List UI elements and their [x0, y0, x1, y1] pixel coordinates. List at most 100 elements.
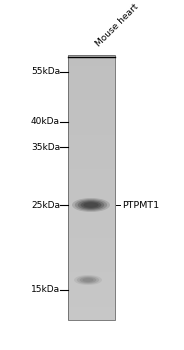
Bar — [68, 299, 115, 301]
Bar — [68, 90, 115, 92]
Bar — [68, 82, 115, 84]
Bar — [68, 294, 115, 296]
Bar — [68, 105, 115, 108]
Bar — [68, 193, 115, 195]
Bar — [68, 161, 115, 164]
Bar — [68, 307, 115, 309]
Bar — [68, 74, 115, 76]
Text: 25kDa: 25kDa — [31, 201, 60, 210]
Bar — [68, 312, 115, 315]
Bar — [68, 267, 115, 270]
Bar — [68, 65, 115, 68]
Ellipse shape — [82, 278, 94, 282]
Bar — [68, 203, 115, 206]
Ellipse shape — [77, 276, 99, 284]
Bar — [68, 317, 115, 320]
Bar — [68, 100, 115, 103]
Bar — [68, 225, 115, 227]
Bar — [68, 150, 115, 153]
Bar — [68, 257, 115, 259]
Bar — [68, 230, 115, 232]
Bar — [68, 92, 115, 95]
Bar — [68, 217, 115, 219]
Bar — [68, 169, 115, 171]
Bar — [68, 158, 115, 161]
Bar — [68, 58, 115, 60]
Bar — [68, 214, 115, 217]
Bar — [68, 188, 115, 190]
Ellipse shape — [83, 202, 99, 208]
Bar — [68, 190, 115, 193]
Bar — [68, 278, 115, 280]
Ellipse shape — [74, 275, 102, 285]
Bar — [68, 206, 115, 209]
Bar — [68, 296, 115, 299]
Bar — [68, 142, 115, 145]
Bar — [68, 275, 115, 278]
Bar — [68, 76, 115, 79]
Bar — [68, 164, 115, 166]
Bar — [68, 153, 115, 156]
Bar — [68, 240, 115, 243]
Bar — [68, 174, 115, 177]
Bar — [68, 248, 115, 251]
Ellipse shape — [75, 199, 107, 211]
Bar — [68, 246, 115, 248]
Bar — [68, 238, 115, 240]
Bar — [68, 243, 115, 246]
Ellipse shape — [80, 277, 96, 283]
Bar — [68, 148, 115, 150]
Ellipse shape — [72, 198, 110, 212]
Bar — [68, 185, 115, 188]
Bar — [68, 97, 115, 100]
Bar — [68, 55, 115, 320]
Bar — [68, 288, 115, 291]
Bar — [68, 134, 115, 137]
Bar — [68, 264, 115, 267]
Bar — [68, 280, 115, 283]
Bar — [68, 84, 115, 87]
Ellipse shape — [78, 200, 104, 210]
Bar — [68, 87, 115, 90]
Bar — [68, 219, 115, 222]
Bar — [68, 63, 115, 65]
Bar — [68, 140, 115, 142]
Bar — [68, 291, 115, 294]
Bar — [68, 124, 115, 127]
Bar — [68, 103, 115, 105]
Bar — [68, 137, 115, 140]
Bar — [68, 111, 115, 113]
Bar — [68, 198, 115, 201]
Bar — [68, 301, 115, 304]
Bar — [68, 209, 115, 211]
Bar — [68, 195, 115, 198]
Text: 15kDa: 15kDa — [31, 286, 60, 294]
Bar — [68, 79, 115, 82]
Bar — [68, 172, 115, 174]
Bar — [68, 180, 115, 182]
Ellipse shape — [81, 201, 101, 209]
Bar — [68, 315, 115, 317]
Bar — [68, 116, 115, 119]
Bar — [68, 121, 115, 124]
Bar — [68, 286, 115, 288]
Bar — [68, 211, 115, 214]
Bar — [68, 108, 115, 111]
Bar — [68, 272, 115, 275]
Text: 35kDa: 35kDa — [31, 142, 60, 152]
Bar — [68, 182, 115, 185]
Bar — [68, 309, 115, 312]
Bar — [68, 71, 115, 74]
Bar — [68, 262, 115, 264]
Bar — [68, 60, 115, 63]
Bar — [68, 166, 115, 169]
Bar — [68, 156, 115, 158]
Bar — [68, 129, 115, 132]
Bar — [68, 254, 115, 257]
Text: PTPMT1: PTPMT1 — [122, 201, 159, 210]
Bar — [68, 68, 115, 71]
Text: 40kDa: 40kDa — [31, 118, 60, 126]
Bar — [68, 235, 115, 238]
Bar — [68, 304, 115, 307]
Bar — [68, 55, 115, 58]
